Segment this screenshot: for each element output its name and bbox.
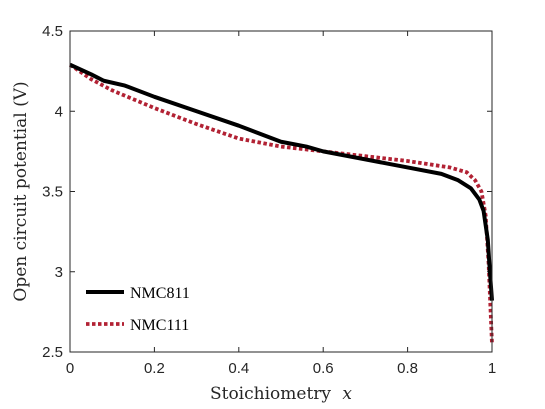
x-tick-label: 0.6 xyxy=(313,360,334,377)
y-tick-label: 3 xyxy=(55,264,63,281)
x-axis-label-text: Stoichiometry xyxy=(210,384,331,404)
series-line-nmc111 xyxy=(68,63,494,345)
plot-frame xyxy=(69,30,493,353)
y-tick-label: 3.5 xyxy=(42,184,63,201)
y-axis-ticks: 2.5 3 3.5 4 4.5 xyxy=(42,23,492,361)
series-layer xyxy=(68,62,494,345)
x-axis-label-variable: x xyxy=(342,384,352,404)
x-tick-label: 0.2 xyxy=(144,360,165,377)
legend-label-nmc811: NMC811 xyxy=(130,285,190,302)
x-tick-label: 0.8 xyxy=(397,360,418,377)
series-line-nmc811 xyxy=(69,62,494,301)
legend: NMC811 NMC111 xyxy=(86,285,190,334)
x-axis-label: Stoichiometry x xyxy=(210,384,352,404)
y-axis-label: Open circuit potential (V) xyxy=(11,81,31,301)
x-axis-ticks: 0 0.2 0.4 0.6 0.8 1 xyxy=(66,31,496,377)
legend-label-nmc111: NMC111 xyxy=(130,317,189,334)
x-tick-label: 0 xyxy=(66,360,74,377)
x-tick-label: 1 xyxy=(488,360,496,377)
y-tick-label: 2.5 xyxy=(42,344,63,361)
y-tick-label: 4 xyxy=(55,103,63,120)
x-tick-label: 0.4 xyxy=(228,360,249,377)
y-tick-label: 4.5 xyxy=(42,23,63,40)
